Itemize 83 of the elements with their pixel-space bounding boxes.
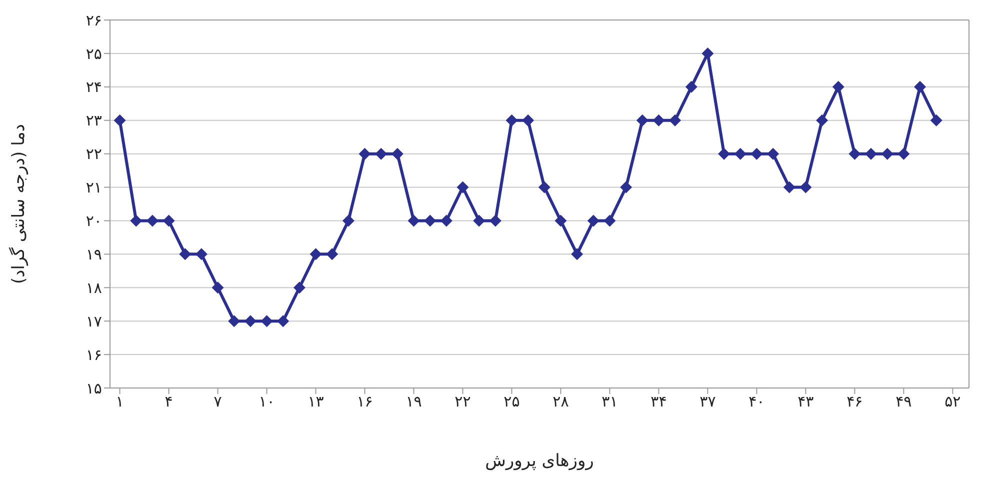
point	[310, 248, 322, 260]
x-tick-label: ۴۶	[846, 392, 863, 411]
point	[832, 80, 844, 93]
point	[212, 282, 224, 294]
point	[375, 148, 388, 160]
point	[554, 214, 567, 227]
point	[326, 248, 338, 260]
y-tick-label: ۱۸	[86, 278, 102, 297]
point	[456, 181, 469, 194]
point	[162, 214, 175, 227]
point	[848, 148, 861, 160]
point	[636, 114, 648, 126]
point	[914, 80, 926, 93]
x-tick-label: ۱	[116, 392, 124, 411]
point	[440, 214, 452, 227]
x-tick-label: ۲۵	[504, 392, 520, 411]
y-tick-label: ۲۰	[86, 212, 102, 230]
point	[881, 148, 894, 160]
x-tick-label: ۱۳	[308, 392, 324, 411]
point	[342, 214, 354, 227]
point	[146, 214, 158, 227]
point	[750, 148, 763, 160]
point	[391, 148, 404, 160]
x-tick-label: ۴۳	[798, 392, 814, 411]
x-tick-label: ۴۹	[896, 392, 912, 411]
point	[816, 114, 828, 126]
point	[489, 214, 502, 227]
x-tick-label: ۱۰	[258, 392, 275, 411]
point	[114, 114, 126, 126]
x-tick-label: ۴۰	[748, 392, 765, 411]
point	[179, 248, 192, 260]
point	[424, 214, 436, 227]
point	[244, 315, 256, 328]
x-tick-label: ۵۲	[944, 392, 961, 411]
point	[228, 315, 240, 328]
point	[506, 114, 518, 126]
x-tick-label: ۳۱	[602, 392, 618, 411]
point	[669, 114, 682, 126]
point	[783, 181, 796, 194]
point	[718, 148, 730, 160]
point	[522, 114, 534, 126]
x-tick-label: ۲۸	[552, 392, 569, 411]
point	[277, 315, 290, 328]
point	[195, 248, 208, 260]
point	[652, 114, 665, 126]
y-tick-label: ۲۲	[86, 145, 102, 164]
y-tick-label: ۲۴	[86, 78, 102, 96]
y-tick-label: ۱۹	[86, 246, 102, 264]
point	[473, 214, 486, 227]
point	[358, 148, 371, 160]
point	[800, 181, 812, 194]
x-axis-title: روزهای پرورش	[485, 451, 594, 471]
x-tick-label: ۴	[164, 392, 173, 411]
point	[408, 214, 420, 227]
x-tick-label: ۲۲	[454, 392, 471, 411]
point	[702, 47, 714, 60]
point	[767, 148, 780, 160]
point	[130, 214, 142, 227]
point	[685, 80, 698, 93]
x-tick-label: ۱۹	[406, 392, 422, 411]
y-tick-label: ۲۶	[86, 11, 102, 30]
point	[865, 148, 878, 160]
y-tick-label: ۱۵	[86, 379, 102, 398]
point	[571, 248, 584, 260]
point	[587, 214, 600, 227]
x-tick-label: ۳۷	[700, 392, 716, 411]
point	[293, 282, 306, 294]
y-tick-label: ۲۱	[86, 178, 102, 197]
point	[538, 181, 550, 194]
x-tick-label: ۷	[214, 392, 222, 411]
y-tick-label: ۲۵	[86, 44, 102, 63]
point	[734, 148, 746, 160]
y-tick-label: ۱۷	[86, 312, 102, 330]
point	[930, 114, 942, 126]
y-axis-title: دما (درجه سانتی گراد)	[8, 124, 30, 284]
x-tick-label: ۳۴	[650, 392, 667, 411]
point	[620, 181, 632, 194]
point	[260, 315, 273, 328]
point	[898, 148, 910, 160]
point	[604, 214, 616, 227]
y-tick-label: ۲۳	[86, 112, 102, 130]
y-tick-label: ۱۶	[86, 346, 102, 364]
x-tick-label: ۱۶	[356, 392, 373, 411]
